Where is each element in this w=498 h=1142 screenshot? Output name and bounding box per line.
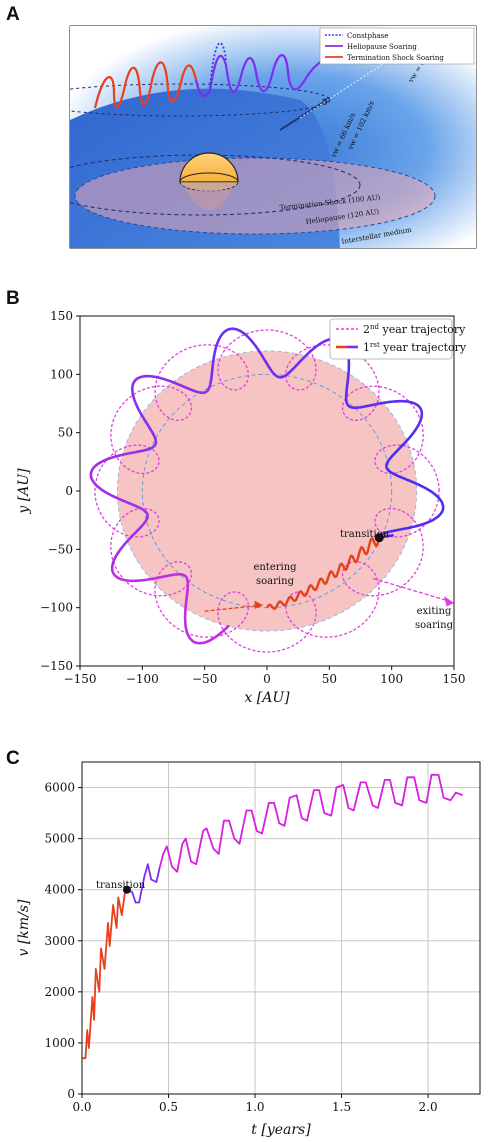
velocity-series-red: [82, 888, 127, 1060]
transition-point: [374, 533, 384, 543]
y-tick-label: 1000: [44, 1036, 75, 1050]
x-tick-label: 1.0: [245, 1100, 264, 1114]
heliopause-soaring-loops: [194, 53, 337, 98]
termination-shock-ring: [70, 154, 361, 216]
entering-soaring-annotation-line2: soaring: [256, 576, 295, 587]
x-tick-label: 50: [322, 672, 337, 686]
heliopause-region: [117, 351, 417, 631]
velocity-chart: 0.0 0.5 1.0 1.5 2.0 0 1000 2000 3000 4000 5000 6000…: [16, 761, 481, 1138]
x-tick-label: −150: [64, 672, 97, 686]
exiting-soaring-arrow: [372, 577, 452, 603]
trajectory-chart: −150 −100 −50 0 50 100 150 −150 −100 −50 0 50 100 150…: [16, 309, 467, 706]
legend-termination-shock-soaring: Termination Shock Soaring: [347, 54, 444, 62]
transition-annotation-c: transition: [96, 880, 146, 891]
velocity-series-violet: [126, 863, 161, 904]
y-tick-label: −150: [40, 659, 73, 673]
entering-soaring-annotation-line1: entering: [253, 562, 297, 573]
x-tick-label: 150: [443, 672, 466, 686]
entering-soaring-trajectory: [266, 537, 381, 610]
transition-annotation-b: transition: [340, 529, 390, 540]
legend-1st-year: 1rst year trajectory: [363, 341, 467, 354]
x-tick-label: −50: [192, 672, 217, 686]
exiting-soaring-annotation-line1: exiting: [417, 606, 452, 617]
y-tick-label: 100: [50, 367, 73, 381]
exiting-soaring-annotation-line2: soaring: [415, 620, 454, 631]
panel-c-label: C: [6, 748, 20, 769]
first-year-trajectory-segment: [209, 327, 331, 383]
panel-b-label: B: [6, 288, 20, 309]
y-tick-label: −50: [48, 542, 73, 556]
panel-a-label: A: [6, 4, 20, 25]
y-axis-label: y [AU]: [16, 468, 32, 515]
panel-a-illustration: vw = 0 km/s vw = 102 km/s vw = 66 km/s T…: [69, 25, 477, 249]
x-tick-label: 0.0: [72, 1100, 91, 1114]
trajectory-legend: 2nd year trajectory 1rst year trajectory: [329, 318, 467, 360]
y-tick-label: 150: [50, 309, 73, 323]
x-tick-label: 0: [263, 672, 271, 686]
wind-arrow: [279, 97, 331, 131]
y-tick-label: −100: [40, 601, 73, 615]
first-year-trajectory-segment: [110, 568, 230, 645]
y-tick-label: 0: [65, 484, 73, 498]
y-tick-label: 0: [67, 1087, 75, 1101]
first-year-trajectory-segment: [89, 450, 149, 571]
y-tick-label: 5000: [44, 832, 75, 846]
y-tick-label: 3000: [44, 934, 75, 948]
x-tick-label: 2.0: [419, 1100, 438, 1114]
x-tick-label: −100: [126, 672, 159, 686]
legend-constphase: Constphase: [347, 32, 388, 40]
sun-dome: [179, 152, 239, 183]
x-axis-label: x [AU]: [244, 690, 290, 706]
y-tick-label: 2000: [44, 985, 75, 999]
x-axis-label-c: t [years]: [251, 1122, 311, 1138]
velocity-plot-frame: [81, 761, 481, 1095]
x-tick-label: 100: [380, 672, 403, 686]
heliopause-boundary-circle: [116, 350, 418, 632]
x-tick-label: 0.5: [159, 1100, 178, 1114]
y-tick-label: 4000: [44, 883, 75, 897]
transition-point-c: [122, 885, 131, 894]
exiting-soaring-arrowhead: [444, 596, 454, 607]
entering-soaring-arrowhead: [254, 600, 264, 609]
panel-a-legend: Constphase Heliopause Soaring Terminatio…: [319, 27, 475, 65]
legend-2nd-year: 2nd year trajectory: [363, 323, 466, 336]
velocity-series-magenta: [159, 773, 464, 873]
y-tick-label: 50: [58, 426, 73, 440]
termination-shock-soaring-loops: [93, 61, 198, 109]
entering-soaring-arrow: [204, 604, 261, 612]
x-tick-label: 1.5: [332, 1100, 351, 1114]
legend-heliopause-soaring: Heliopause Soaring: [347, 43, 417, 51]
y-tick-label: 6000: [44, 781, 75, 795]
first-year-trajectory-segment: [377, 433, 445, 539]
first-year-trajectory-segment: [131, 374, 213, 453]
heliopause-disk: [74, 157, 436, 235]
y-axis-label-c: v [km/s]: [16, 899, 32, 956]
